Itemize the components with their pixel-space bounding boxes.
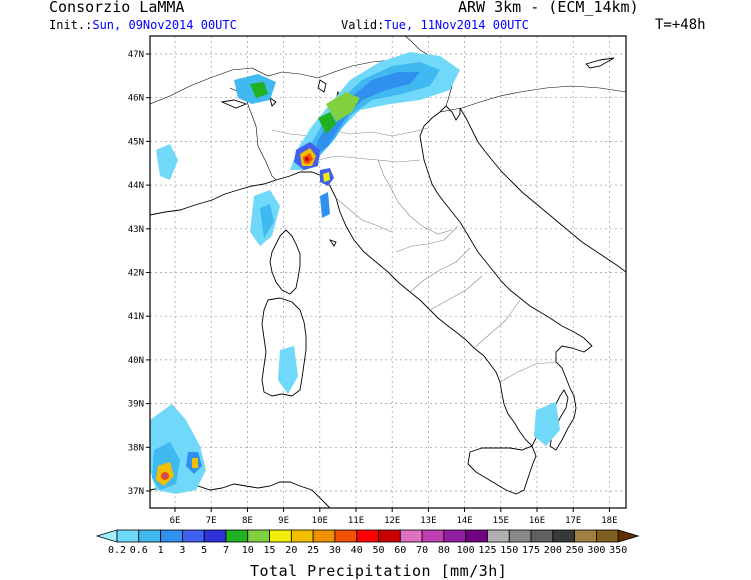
init-value: Sun, 09Nov2014 00UTC: [92, 18, 237, 32]
colorbar-swatch: [530, 529, 554, 543]
map-area: [150, 36, 626, 508]
colorbar-swatch: [552, 529, 576, 543]
lat-label: 41N: [128, 312, 144, 322]
colorbar-swatch: [378, 529, 401, 543]
lat-label: 39N: [128, 400, 144, 410]
colorbar-swatch: [487, 529, 510, 543]
colorbar-swatch: [465, 529, 488, 543]
valid-value: Tue, 11Nov2014 00UTC: [384, 18, 529, 32]
colorbar-swatch: [617, 529, 640, 543]
colorbar-swatch: [225, 529, 249, 543]
valid-time: Valid:Tue, 11Nov2014 00UTC: [341, 19, 529, 31]
colorbar-label: 100: [457, 545, 475, 556]
coastlines: [150, 57, 626, 508]
lat-label: 47N: [128, 50, 144, 60]
colorbar-swatch: [160, 529, 183, 543]
latitude-labels: 47N 46N 45N 44N 43N 42N 41N 40N 39N 38N 37N: [128, 50, 150, 497]
lat-label: 42N: [128, 269, 144, 279]
colorbar-label: 25: [307, 545, 319, 556]
colorbar: 0.2 0.6 1 3 5 7 10 15 20 25 30 40 50 60 70 80 100 125 150 1…: [95, 529, 640, 556]
colorbar-label: 200: [544, 545, 562, 556]
colorbar-label: 0.2: [108, 545, 126, 556]
lat-label: 40N: [128, 356, 144, 366]
colorbar-swatch: [181, 529, 205, 543]
colorbar-swatch: [247, 529, 270, 543]
colorbar-label: 175: [522, 545, 540, 556]
lat-label: 44N: [128, 181, 144, 191]
colorbar-label: 15: [264, 545, 276, 556]
colorbar-swatch: [269, 529, 292, 543]
lon-label: 9E: [278, 516, 289, 526]
colorbar-swatch: [508, 529, 532, 543]
colorbar-label: 250: [566, 545, 584, 556]
colorbar-label: 30: [329, 545, 341, 556]
valid-label: Valid:: [341, 18, 385, 32]
init-label: Init.:: [49, 18, 93, 32]
colorbar-label: 300: [587, 545, 605, 556]
lon-label: 8E: [242, 516, 253, 526]
colorbar-swatch: [334, 529, 358, 543]
lon-label: 16E: [529, 516, 545, 526]
colorbar-swatch: [203, 529, 227, 543]
lat-label: 45N: [128, 137, 144, 147]
colorbar-label: 7: [223, 545, 229, 556]
lon-label: 10E: [312, 516, 328, 526]
lat-label: 43N: [128, 225, 144, 235]
colorbar-label: 1: [158, 545, 164, 556]
colorbar-swatch: [312, 529, 336, 543]
colorbar-label: 40: [351, 545, 363, 556]
org-title: Consorzio LaMMA: [49, 0, 185, 16]
lon-label: 17E: [565, 516, 581, 526]
lon-label: 18E: [601, 516, 617, 526]
colorbar-label: 125: [478, 545, 496, 556]
lon-label: 6E: [170, 516, 181, 526]
colorbar-label: 70: [416, 545, 428, 556]
lon-label: 15E: [493, 516, 509, 526]
forecast-step: T=+48h: [655, 17, 706, 33]
colorbar-label: 60: [394, 545, 406, 556]
colorbar-swatch: [356, 529, 379, 543]
colorbar-label: 150: [500, 545, 518, 556]
colorbar-swatch: [138, 529, 161, 543]
init-time: Init.:Sun, 09Nov2014 00UTC: [49, 19, 237, 31]
model-title: ARW 3km - (ECM_14km): [458, 0, 639, 16]
lon-label: 13E: [420, 516, 436, 526]
lon-label: 11E: [348, 516, 364, 526]
lon-label: 7E: [206, 516, 217, 526]
lon-label: 12E: [384, 516, 400, 526]
lat-label: 38N: [128, 443, 144, 453]
colorbar-swatch: [116, 529, 140, 543]
precipitation-field: [150, 52, 560, 494]
colorbar-swatch: [421, 529, 445, 543]
colorbar-label: 350: [609, 545, 627, 556]
lat-label: 37N: [128, 487, 144, 497]
colorbar-swatch: [95, 529, 118, 543]
colorbar-swatch: [443, 529, 467, 543]
lat-label: 46N: [128, 94, 144, 104]
colorbar-swatch: [290, 529, 314, 543]
colorbar-label: 5: [201, 545, 207, 556]
longitude-labels: 6E 7E 8E 9E 10E 11E 12E 13E 14E 15E 16E 17E 18E: [170, 508, 618, 526]
colorbar-swatch: [574, 529, 597, 543]
lon-label: 14E: [456, 516, 472, 526]
colorbar-label: 10: [242, 545, 254, 556]
colorbar-swatch: [399, 529, 423, 543]
colorbar-label: 3: [179, 545, 185, 556]
colorbar-swatch: [596, 529, 619, 543]
colorbar-title: Total Precipitation [mm/3h]: [250, 562, 508, 580]
colorbar-label: 80: [438, 545, 450, 556]
colorbar-label: 20: [285, 545, 297, 556]
colorbar-label: 50: [372, 545, 384, 556]
colorbar-label: 0.6: [130, 545, 148, 556]
